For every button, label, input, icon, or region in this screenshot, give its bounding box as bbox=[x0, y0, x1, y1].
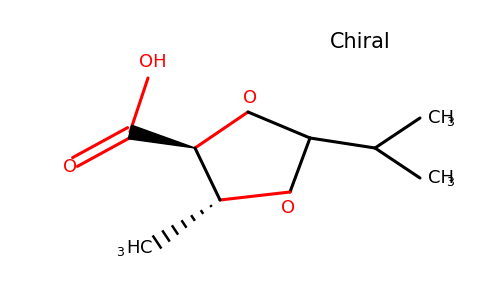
Text: H: H bbox=[126, 239, 140, 257]
Text: 3: 3 bbox=[116, 245, 124, 259]
Polygon shape bbox=[128, 125, 195, 148]
Text: OH: OH bbox=[139, 53, 167, 71]
Text: CH: CH bbox=[428, 109, 454, 127]
Text: 3: 3 bbox=[446, 176, 454, 188]
Text: 3: 3 bbox=[446, 116, 454, 128]
Text: Chiral: Chiral bbox=[330, 32, 391, 52]
Text: C: C bbox=[140, 239, 152, 257]
Text: CH: CH bbox=[428, 169, 454, 187]
Text: O: O bbox=[281, 199, 295, 217]
Text: O: O bbox=[63, 158, 77, 176]
Text: O: O bbox=[243, 89, 257, 107]
